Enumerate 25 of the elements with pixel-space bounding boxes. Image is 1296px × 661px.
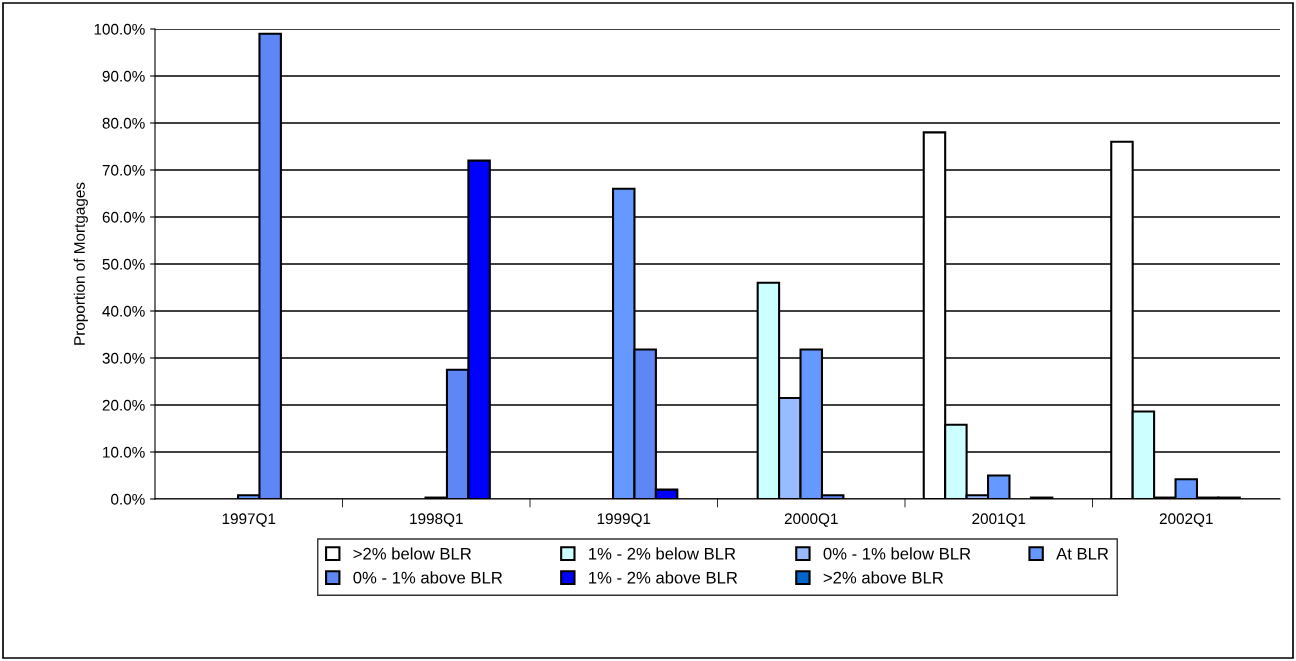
y-tick-label: 80.0% (102, 117, 145, 129)
y-tick-label: 30.0% (102, 352, 145, 364)
x-tick-label: 2000Q1 (784, 513, 838, 527)
x-tick-label: 2001Q1 (972, 513, 1026, 527)
y-tick-label: 60.0% (102, 211, 145, 223)
y-tick-label: 100.0% (94, 23, 145, 35)
x-tick-label: 1997Q1 (222, 513, 276, 527)
legend-label: 0% - 1% above BLR (353, 571, 503, 584)
legend-label: 0% - 1% below BLR (823, 547, 971, 560)
legend-label: 1% - 2% above BLR (589, 571, 738, 584)
y-tick-label: 90.0% (102, 70, 145, 82)
x-tick-label: 1998Q1 (410, 513, 463, 527)
y-axis-title: Proportion of Mortgages (73, 182, 88, 345)
y-tick-label: 0.0% (111, 493, 145, 505)
x-tick-label: 2002Q1 (1159, 513, 1213, 527)
y-tick-label: 20.0% (102, 399, 145, 411)
y-tick-label: 40.0% (102, 305, 145, 317)
x-tick-label: 1999Q1 (597, 513, 651, 527)
legend-label: >2% above BLR (823, 571, 944, 584)
legend-label: 1% - 2% below BLR (589, 547, 736, 560)
y-tick-label: 50.0% (102, 258, 145, 270)
y-tick-label: 10.0% (103, 446, 145, 458)
legend-label: At BLR (1056, 547, 1109, 560)
y-tick-label: 70.0% (102, 164, 145, 176)
legend-label: >2% below BLR (353, 547, 472, 560)
